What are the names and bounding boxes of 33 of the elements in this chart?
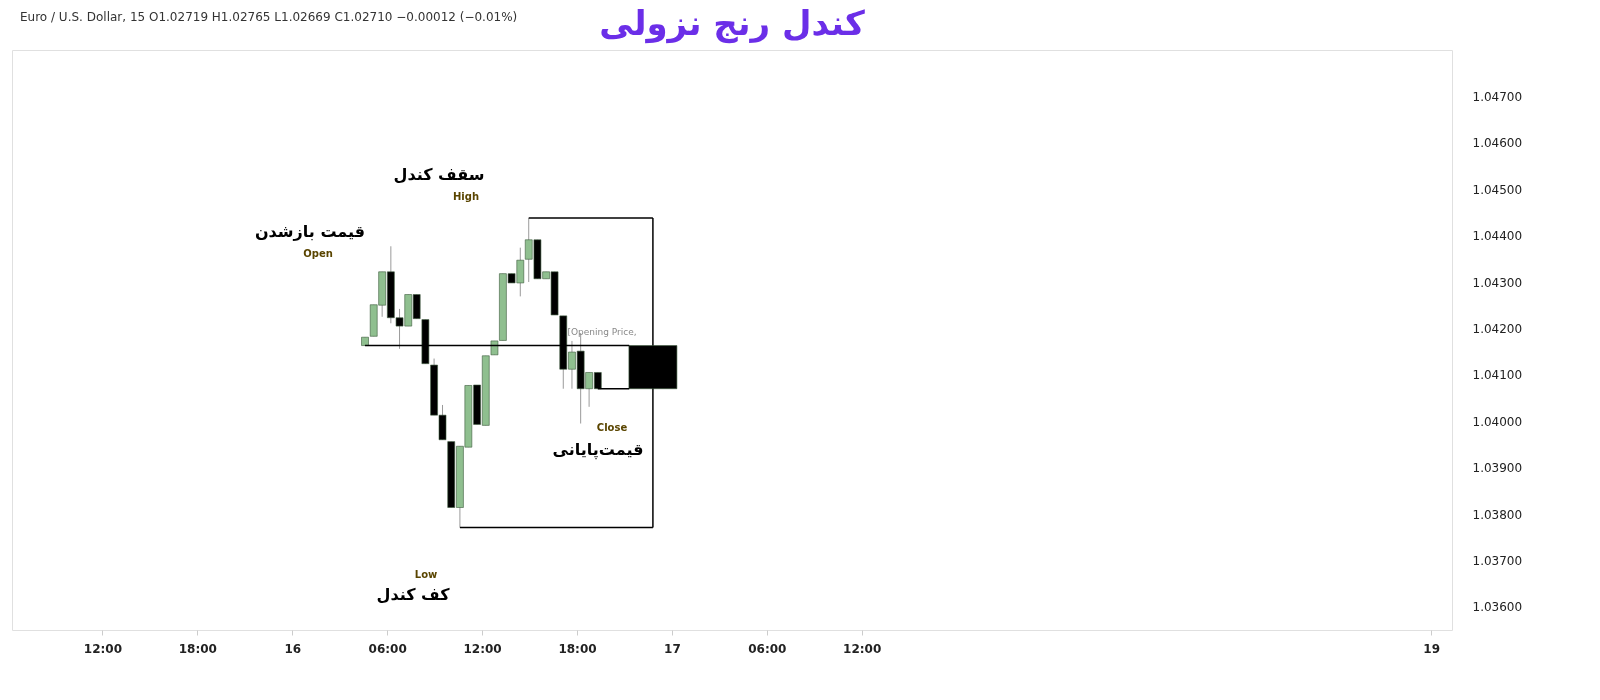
y-tick-label: 1.04300 — [1472, 275, 1523, 290]
y-tick-label: 1.04400 — [1472, 229, 1523, 244]
y-tick-label: 1.04700 — [1472, 89, 1523, 104]
y-tick-label: 1.03800 — [1472, 507, 1523, 522]
annotation: کف کندل — [376, 585, 451, 604]
chart-title: کندل رنج نزولی — [599, 3, 865, 44]
annotation: قیمت بازشدن — [254, 222, 366, 241]
annotation: Close — [596, 422, 628, 433]
x-tick-label: 17 — [664, 641, 681, 656]
y-tick-label: 1.03700 — [1472, 553, 1523, 568]
x-tick-label: 06:00 — [368, 641, 407, 656]
y-tick-label: 1.03600 — [1472, 600, 1523, 615]
x-tick-label: 06:00 — [748, 641, 787, 656]
annotation: High — [452, 191, 480, 202]
y-tick-label: 1.03900 — [1472, 461, 1523, 476]
annotation: Low — [414, 569, 438, 580]
text: Euro / U.S. Dollar, 15 O1.02719 H1.02765 L1.02669 C1.02710 −0.00012 (−0.01%) — [20, 10, 518, 24]
x-tick-label: 16 — [284, 641, 302, 656]
x-tick-label: 18:00 — [178, 641, 217, 656]
y-tick-label: 1.04600 — [1472, 136, 1523, 151]
x-tick-label: 19 — [1423, 641, 1441, 656]
y-tick-label: 1.04000 — [1472, 414, 1523, 429]
annotation: سقف کندل — [393, 165, 485, 184]
annotation: قیمت‌پایانی — [552, 440, 644, 460]
x-tick-label: 12:00 — [83, 641, 123, 656]
y-tick-label: 1.04500 — [1472, 182, 1523, 197]
x-tick-label: 12:00 — [463, 641, 502, 656]
annotation: [Opening Price, — [567, 327, 637, 337]
y-tick-label: 1.04100 — [1472, 368, 1523, 383]
y-tick-label: 1.04200 — [1472, 321, 1523, 336]
annotation: Open — [303, 248, 333, 259]
x-tick-label: 18:00 — [558, 641, 597, 656]
x-tick-label: 12:00 — [843, 641, 882, 656]
